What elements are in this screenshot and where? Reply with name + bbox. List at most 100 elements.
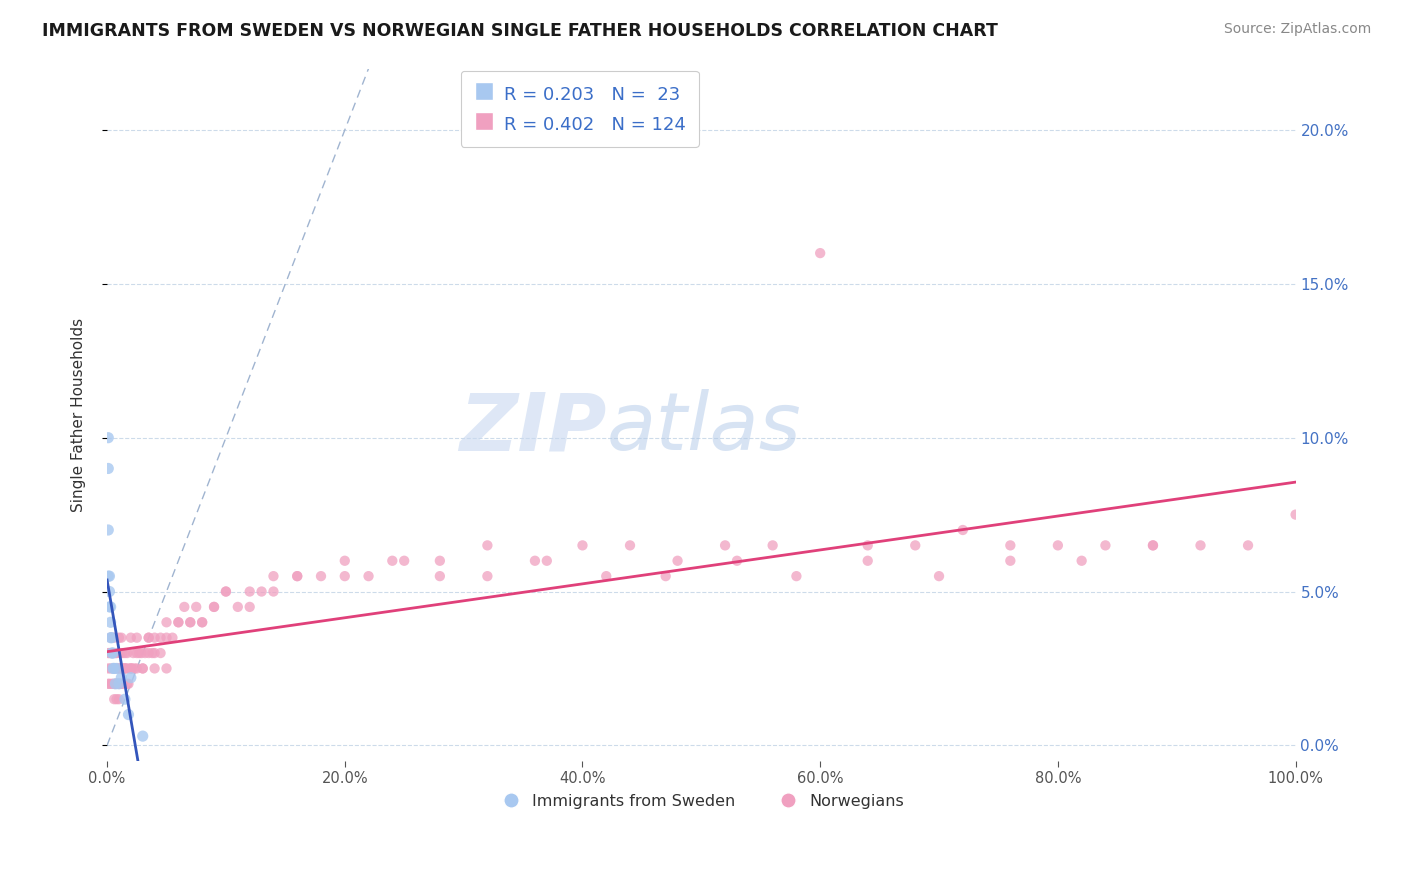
Point — [1284, 508, 1306, 522]
Point — [108, 677, 131, 691]
Point — [191, 615, 214, 630]
Point — [125, 646, 148, 660]
Point — [202, 599, 225, 614]
Point — [100, 631, 122, 645]
Point — [105, 677, 128, 691]
Point — [114, 661, 136, 675]
Point — [666, 554, 689, 568]
Point — [114, 692, 136, 706]
Text: ZIP: ZIP — [458, 390, 606, 467]
Point — [101, 677, 124, 691]
Point — [98, 677, 121, 691]
Point — [143, 646, 166, 660]
Point — [120, 661, 142, 675]
Point — [103, 692, 125, 706]
Point — [97, 661, 120, 675]
Point — [239, 599, 262, 614]
Point — [141, 646, 163, 660]
Point — [101, 646, 124, 660]
Point — [125, 631, 148, 645]
Point — [262, 584, 284, 599]
Point — [111, 677, 134, 691]
Point — [107, 677, 129, 691]
Point — [392, 554, 415, 568]
Point — [105, 692, 128, 706]
Point — [215, 584, 238, 599]
Point — [132, 661, 155, 675]
Point — [100, 599, 122, 614]
Point — [100, 615, 122, 630]
Point — [97, 461, 120, 475]
Point — [125, 661, 148, 675]
Point — [134, 646, 156, 660]
Point — [785, 569, 807, 583]
Point — [285, 569, 308, 583]
Point — [429, 554, 451, 568]
Point — [143, 661, 166, 675]
Point — [179, 615, 201, 630]
Point — [1237, 538, 1260, 552]
Point — [97, 646, 120, 660]
Point — [138, 631, 160, 645]
Point — [155, 631, 177, 645]
Point — [262, 569, 284, 583]
Point — [250, 584, 273, 599]
Point — [120, 671, 142, 685]
Point — [429, 569, 451, 583]
Point — [928, 569, 950, 583]
Y-axis label: Single Father Households: Single Father Households — [72, 318, 86, 512]
Point — [132, 661, 155, 675]
Point — [571, 538, 593, 552]
Point — [112, 661, 135, 675]
Point — [121, 661, 143, 675]
Point — [97, 569, 120, 583]
Point — [155, 661, 177, 675]
Text: Source: ZipAtlas.com: Source: ZipAtlas.com — [1223, 22, 1371, 37]
Point — [285, 569, 308, 583]
Point — [952, 523, 974, 537]
Point — [1000, 554, 1022, 568]
Point — [103, 661, 125, 675]
Point — [904, 538, 927, 552]
Point — [97, 677, 120, 691]
Point — [117, 646, 139, 660]
Point — [226, 599, 249, 614]
Point — [105, 677, 128, 691]
Point — [120, 631, 142, 645]
Point — [105, 661, 128, 675]
Point — [108, 646, 131, 660]
Point — [239, 584, 262, 599]
Point — [101, 646, 124, 660]
Point — [186, 599, 208, 614]
Point — [108, 661, 131, 675]
Point — [98, 599, 121, 614]
Point — [1094, 538, 1116, 552]
Point — [132, 729, 155, 743]
Point — [808, 246, 831, 260]
Point — [101, 677, 124, 691]
Point — [162, 631, 184, 645]
Point — [173, 599, 195, 614]
Point — [114, 646, 136, 660]
Point — [523, 554, 546, 568]
Point — [595, 569, 617, 583]
Point — [762, 538, 785, 552]
Point — [138, 646, 160, 660]
Point — [1142, 538, 1164, 552]
Point — [619, 538, 641, 552]
Point — [1046, 538, 1069, 552]
Point — [98, 569, 121, 583]
Point — [101, 661, 124, 675]
Point — [381, 554, 404, 568]
Point — [309, 569, 332, 583]
Point — [120, 661, 142, 675]
Point — [104, 677, 127, 691]
Point — [110, 661, 132, 675]
Point — [714, 538, 737, 552]
Point — [103, 661, 125, 675]
Point — [101, 631, 124, 645]
Point — [114, 661, 136, 675]
Point — [122, 646, 145, 660]
Point — [333, 569, 356, 583]
Point — [117, 677, 139, 691]
